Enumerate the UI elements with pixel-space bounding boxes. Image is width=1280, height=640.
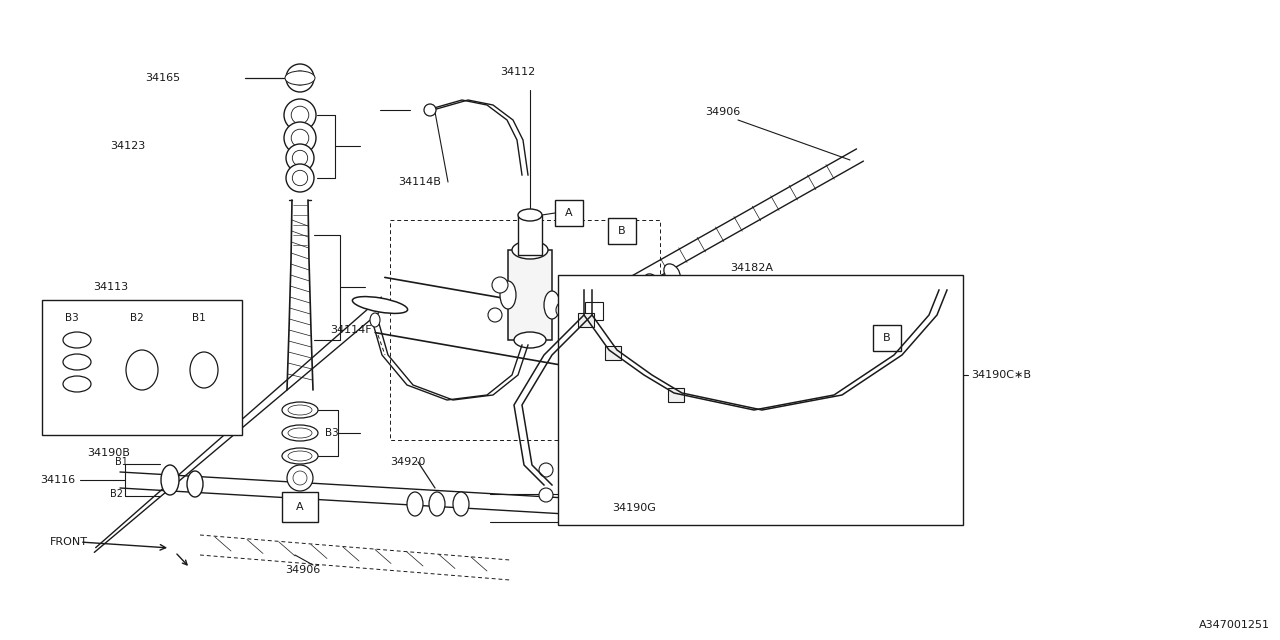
Ellipse shape: [407, 492, 422, 516]
Text: 34920: 34920: [390, 457, 425, 467]
Ellipse shape: [352, 296, 407, 314]
Circle shape: [424, 104, 436, 116]
Circle shape: [284, 99, 316, 131]
Text: 34114F: 34114F: [330, 325, 371, 335]
Ellipse shape: [664, 264, 680, 282]
Ellipse shape: [512, 241, 548, 259]
Ellipse shape: [285, 71, 315, 85]
Text: 34190G: 34190G: [612, 503, 655, 513]
Text: 34906: 34906: [285, 565, 320, 575]
Text: 34190B: 34190B: [87, 448, 129, 458]
Ellipse shape: [515, 332, 547, 348]
Ellipse shape: [288, 451, 312, 461]
Circle shape: [293, 71, 307, 85]
Ellipse shape: [282, 425, 317, 441]
Ellipse shape: [800, 332, 810, 348]
Bar: [668, 388, 684, 402]
Text: B3: B3: [325, 428, 339, 438]
Bar: [518, 215, 541, 255]
Bar: [508, 250, 552, 340]
Circle shape: [556, 301, 573, 319]
Ellipse shape: [288, 405, 312, 415]
Circle shape: [539, 463, 553, 477]
Circle shape: [818, 328, 842, 352]
Text: B: B: [883, 333, 891, 343]
Text: FRONT: FRONT: [50, 537, 88, 547]
Text: B: B: [618, 226, 626, 236]
Text: 34112: 34112: [500, 67, 535, 77]
Text: 34123: 34123: [110, 141, 145, 151]
Text: 34113: 34113: [93, 282, 128, 292]
Text: 34165: 34165: [145, 73, 180, 83]
Ellipse shape: [161, 465, 179, 495]
Ellipse shape: [500, 281, 516, 309]
Text: 34114B: 34114B: [398, 177, 440, 187]
Text: A347001251: A347001251: [1199, 620, 1270, 630]
Text: 34184A(’11MY1104−): 34184A(’11MY1104−): [820, 344, 925, 353]
Ellipse shape: [63, 332, 91, 348]
Text: NS: NS: [591, 362, 608, 372]
Ellipse shape: [644, 274, 660, 292]
Circle shape: [292, 150, 307, 166]
Text: B2: B2: [110, 489, 123, 499]
Circle shape: [285, 164, 314, 192]
Circle shape: [287, 465, 314, 491]
Bar: [873, 325, 901, 351]
Text: B2: B2: [131, 313, 143, 323]
Circle shape: [292, 170, 307, 186]
Ellipse shape: [282, 402, 317, 418]
Text: N10004 (−’11MY1104): N10004 (−’11MY1104): [820, 323, 927, 333]
Text: 34130: 34130: [645, 373, 680, 383]
Text: 34182A: 34182A: [730, 263, 773, 273]
Ellipse shape: [518, 209, 541, 221]
Bar: [558, 275, 963, 525]
Circle shape: [285, 64, 314, 92]
Text: B1: B1: [115, 457, 128, 467]
Bar: [605, 346, 621, 360]
Circle shape: [292, 129, 308, 147]
Bar: [42, 300, 242, 435]
Ellipse shape: [125, 350, 157, 390]
Ellipse shape: [627, 281, 643, 299]
Ellipse shape: [189, 352, 218, 388]
Bar: [579, 313, 594, 327]
Bar: [608, 218, 636, 244]
Ellipse shape: [187, 471, 204, 497]
Bar: [585, 302, 603, 320]
Ellipse shape: [429, 492, 445, 516]
Circle shape: [292, 106, 308, 124]
Ellipse shape: [544, 291, 561, 319]
Circle shape: [285, 144, 314, 172]
Ellipse shape: [453, 492, 468, 516]
Circle shape: [488, 308, 502, 322]
Ellipse shape: [63, 354, 91, 370]
Ellipse shape: [288, 428, 312, 438]
Text: A: A: [296, 502, 303, 512]
Ellipse shape: [768, 330, 782, 350]
Text: 34902: 34902: [637, 353, 673, 363]
Text: A: A: [566, 208, 573, 218]
Circle shape: [492, 277, 508, 293]
Ellipse shape: [667, 353, 723, 367]
Circle shape: [539, 488, 553, 502]
Bar: [282, 492, 317, 522]
Bar: [556, 200, 582, 226]
Ellipse shape: [63, 376, 91, 392]
Text: B1: B1: [192, 313, 206, 323]
Text: B3: B3: [65, 313, 79, 323]
Text: 34116: 34116: [40, 475, 76, 485]
Text: 34906: 34906: [705, 107, 740, 117]
Text: 34190C∗B: 34190C∗B: [972, 370, 1030, 380]
Ellipse shape: [370, 313, 380, 327]
Ellipse shape: [282, 448, 317, 464]
Circle shape: [293, 471, 307, 485]
Circle shape: [284, 122, 316, 154]
